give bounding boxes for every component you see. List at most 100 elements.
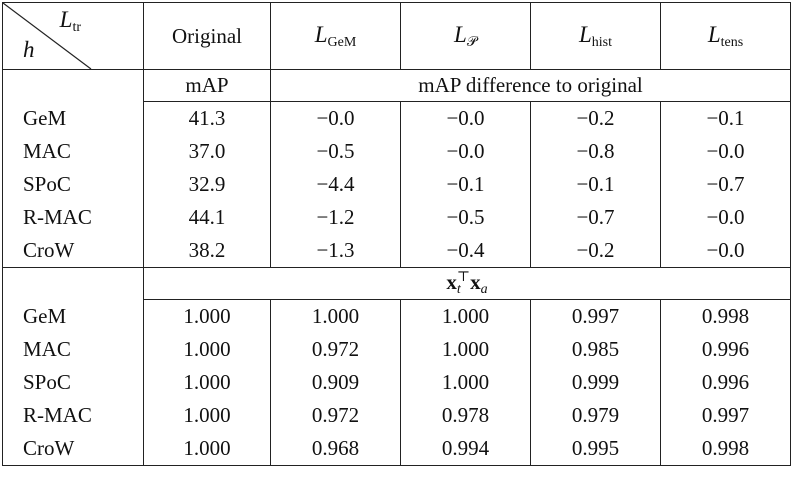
row-name: SPoC xyxy=(2,168,144,201)
cell: −0.1 xyxy=(400,168,531,201)
cell: −0.1 xyxy=(530,168,661,201)
row-name: R-MAC xyxy=(2,399,144,432)
cell: 0.996 xyxy=(660,333,791,366)
cell: −0.0 xyxy=(400,135,531,168)
section-header: x ⊤ t xa xyxy=(143,267,791,300)
row-name: SPoC xyxy=(2,366,144,399)
cell: −0.4 xyxy=(400,234,531,268)
results-table: Ltr h Original LGeM L𝒫 Lhist Ltens mAP mA… xyxy=(2,2,791,466)
subscript: hist xyxy=(591,34,613,50)
blank-cell xyxy=(2,267,144,300)
cell: −0.0 xyxy=(660,234,791,268)
cell: 0.997 xyxy=(660,399,791,432)
data-row: MAC 37.0 −0.5 −0.0 −0.8 −0.0 xyxy=(2,135,791,168)
cell: 0.995 xyxy=(530,432,661,466)
symbol: L xyxy=(707,21,721,47)
blank-cell xyxy=(2,69,144,102)
cell: 0.998 xyxy=(660,299,791,333)
row-name: CroW xyxy=(2,234,144,268)
row-name: MAC xyxy=(2,333,144,366)
cell: 1.000 xyxy=(400,299,531,333)
cell: −0.0 xyxy=(660,135,791,168)
cell: −0.7 xyxy=(530,201,661,234)
column-header: LGeM xyxy=(270,2,401,70)
data-row: R-MAC 1.000 0.972 0.978 0.979 0.997 xyxy=(2,399,791,432)
table-body: Ltr h Original LGeM L𝒫 Lhist Ltens mAP mA… xyxy=(2,2,791,466)
symbol: L xyxy=(314,21,328,47)
data-row: CroW 38.2 −1.3 −0.4 −0.2 −0.0 xyxy=(2,234,791,268)
data-row: SPoC 32.9 −4.4 −0.1 −0.1 −0.7 xyxy=(2,168,791,201)
cell: −0.2 xyxy=(530,101,661,135)
cell: −0.8 xyxy=(530,135,661,168)
subscript: GeM xyxy=(327,34,357,50)
cell: 1.000 xyxy=(270,299,401,333)
cell: 1.000 xyxy=(400,366,531,399)
column-header: Lhist xyxy=(530,2,661,70)
subscript: t xyxy=(456,281,461,297)
corner-col-label: Ltr xyxy=(60,7,81,36)
subscript: a xyxy=(480,281,488,297)
cell: 0.998 xyxy=(660,432,791,466)
subscript: tr xyxy=(72,20,81,35)
cell: −0.0 xyxy=(270,101,401,135)
corner-row-label: h xyxy=(23,37,35,62)
superscript: ⊤ xyxy=(456,269,471,285)
cell: −1.3 xyxy=(270,234,401,268)
cell: 0.996 xyxy=(660,366,791,399)
row-name: MAC xyxy=(2,135,144,168)
symbol: x xyxy=(446,269,457,294)
section-header: mAP xyxy=(143,69,271,102)
cell: 1.000 xyxy=(143,333,271,366)
row-name: GeM xyxy=(2,101,144,135)
cell: 37.0 xyxy=(143,135,271,168)
cell: −0.5 xyxy=(400,201,531,234)
cell: −0.1 xyxy=(660,101,791,135)
subscript: 𝒫 xyxy=(466,34,477,50)
column-header: Original xyxy=(143,2,271,70)
cell: −0.7 xyxy=(660,168,791,201)
cell: 0.978 xyxy=(400,399,531,432)
section-header-row: x ⊤ t xa xyxy=(2,267,791,300)
data-row: GeM 41.3 −0.0 −0.0 −0.2 −0.1 xyxy=(2,101,791,135)
cell: 1.000 xyxy=(143,299,271,333)
cell: −4.4 xyxy=(270,168,401,201)
data-row: GeM 1.000 1.000 1.000 0.997 0.998 xyxy=(2,299,791,333)
corner-cell: Ltr h xyxy=(2,2,144,70)
cell: −0.0 xyxy=(660,201,791,234)
column-header: Ltens xyxy=(660,2,791,70)
data-row: CroW 1.000 0.968 0.994 0.995 0.998 xyxy=(2,432,791,466)
cell: 1.000 xyxy=(143,366,271,399)
cell: 0.997 xyxy=(530,299,661,333)
sub-sup: ⊤ t xyxy=(456,269,471,297)
data-row: SPoC 1.000 0.909 1.000 0.999 0.996 xyxy=(2,366,791,399)
cell: 32.9 xyxy=(143,168,271,201)
column-header: L𝒫 xyxy=(400,2,531,70)
cell: 1.000 xyxy=(143,399,271,432)
section-header-row: mAP mAP difference to original xyxy=(2,69,791,102)
subscript: tens xyxy=(720,34,744,50)
cell: 0.972 xyxy=(270,399,401,432)
header-row: Ltr h Original LGeM L𝒫 Lhist Ltens xyxy=(2,2,791,70)
cell: −1.2 xyxy=(270,201,401,234)
section-header: mAP difference to original xyxy=(270,69,791,102)
cell: 1.000 xyxy=(400,333,531,366)
cell: −0.0 xyxy=(400,101,531,135)
cell: 0.909 xyxy=(270,366,401,399)
row-name: GeM xyxy=(2,299,144,333)
symbol: x xyxy=(470,269,481,294)
cell: 0.979 xyxy=(530,399,661,432)
diagonal xyxy=(3,3,92,69)
cell: 0.985 xyxy=(530,333,661,366)
row-name: R-MAC xyxy=(2,201,144,234)
cell: 0.968 xyxy=(270,432,401,466)
cell: 41.3 xyxy=(143,101,271,135)
data-row: R-MAC 44.1 −1.2 −0.5 −0.7 −0.0 xyxy=(2,201,791,234)
cell: 1.000 xyxy=(143,432,271,466)
row-name: CroW xyxy=(2,432,144,466)
symbol: L xyxy=(454,21,467,47)
cell: 0.999 xyxy=(530,366,661,399)
cell: 44.1 xyxy=(143,201,271,234)
cell: 0.972 xyxy=(270,333,401,366)
data-row: MAC 1.000 0.972 1.000 0.985 0.996 xyxy=(2,333,791,366)
cell: −0.2 xyxy=(530,234,661,268)
